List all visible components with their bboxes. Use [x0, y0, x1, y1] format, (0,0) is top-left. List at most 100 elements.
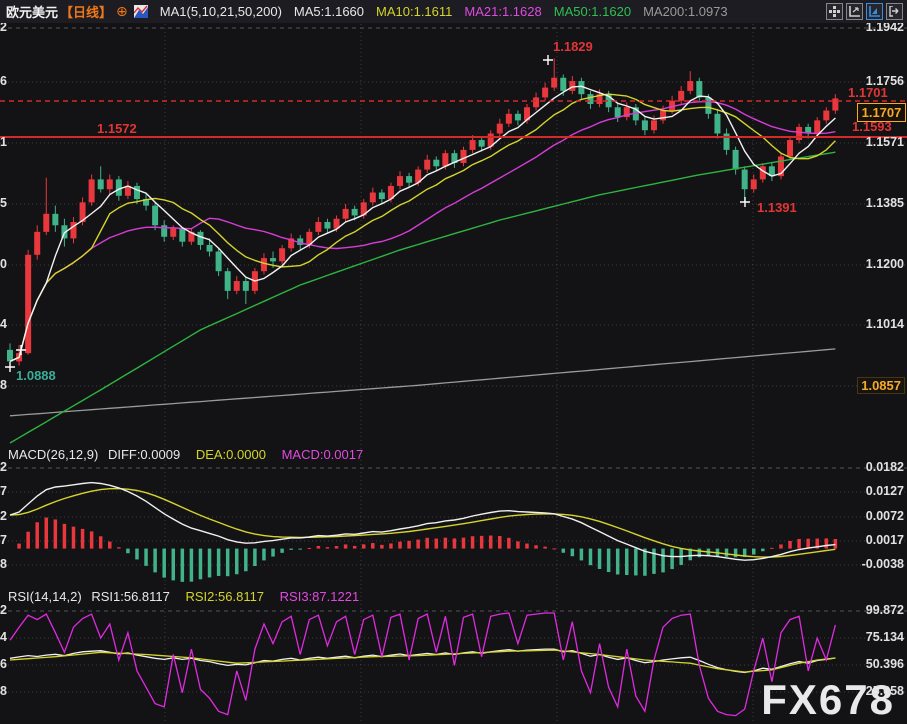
- rsi-axis-label-fragment: 4: [0, 630, 7, 644]
- macd-histogram-bar: [371, 543, 375, 549]
- ma5-line: [9, 85, 836, 363]
- candle-body: [306, 231, 313, 245]
- candle-body: [650, 120, 657, 131]
- macd-histogram-bar: [89, 531, 94, 549]
- macd-histogram-bar: [488, 535, 493, 549]
- candle-body: [578, 81, 585, 95]
- ma50-readout: MA50:1.1620: [553, 4, 632, 19]
- resistance-upper-label: 1.1701: [848, 85, 888, 100]
- axis-scale-active-icon[interactable]: [866, 3, 883, 20]
- candle-body: [34, 231, 41, 255]
- candle-body: [351, 208, 358, 216]
- macd-histogram-bar: [35, 522, 39, 549]
- macd-histogram-bar: [652, 548, 656, 574]
- price-axis-label: 1.1571: [865, 135, 904, 149]
- macd-histogram-bar: [180, 548, 185, 582]
- exit-fullscreen-icon[interactable]: [886, 3, 903, 20]
- candle-body: [233, 281, 240, 291]
- macd-histogram-bar: [44, 517, 49, 549]
- macd-histogram-bar: [144, 548, 148, 566]
- dea-line: [9, 487, 836, 558]
- rsi-readout-row: RSI(14,14,2) RSI1:56.8117 RSI2:56.8117 R…: [8, 589, 371, 604]
- candle-body: [460, 149, 467, 164]
- candle-body: [7, 349, 13, 362]
- candle-body: [143, 199, 150, 206]
- candle-body: [270, 258, 277, 262]
- swing-low-recent-label: 1.1391: [757, 200, 797, 215]
- ma200-readout: MA200:1.0973: [643, 4, 728, 19]
- macd-dea-readout: DEA:0.0000: [195, 447, 266, 462]
- macd-histogram-bar: [697, 548, 702, 558]
- macd-axis-label-fragment: 2: [0, 509, 7, 523]
- candle-body: [97, 179, 104, 190]
- price-axis-label: 1.1756: [865, 74, 904, 88]
- candle-body: [687, 81, 694, 91]
- candle-body: [451, 153, 458, 164]
- macd-histogram-bar: [216, 548, 221, 576]
- candle-body: [560, 77, 567, 91]
- candle-body: [52, 213, 59, 226]
- rsi-title: RSI(14,14,2): [8, 589, 82, 604]
- macd-histogram-bar: [516, 541, 520, 549]
- macd-axis-label-fragment: 2: [0, 460, 7, 474]
- macd-histogram-bar: [634, 548, 638, 576]
- ma-params-label: MA1(5,10,21,50,200): [159, 4, 282, 19]
- macd-histogram-bar: [307, 547, 312, 549]
- rsi1-line: [9, 648, 836, 674]
- candle-body: [596, 94, 603, 104]
- macd-histogram-bar: [389, 543, 393, 549]
- candle-body: [152, 205, 159, 226]
- axis-scale-icon[interactable]: [846, 3, 863, 20]
- pan-icon[interactable]: [826, 3, 843, 20]
- macd-histogram-bar: [271, 548, 275, 557]
- macd-histogram-bar: [361, 544, 366, 549]
- macd-histogram-bar: [588, 548, 593, 566]
- macd-histogram-bar: [71, 526, 76, 549]
- macd-histogram-bar: [824, 538, 829, 549]
- price-axis-label-fragment: 5: [0, 196, 7, 210]
- candle-body: [397, 176, 404, 186]
- candle-body: [161, 225, 168, 237]
- candle-body: [106, 179, 113, 190]
- macd-histogram-bar: [171, 548, 176, 581]
- macd-axis-label-fragment: 7: [0, 533, 7, 547]
- ma21-readout: MA21:1.1628: [464, 4, 542, 19]
- candle-body: [124, 185, 131, 196]
- candle-body: [188, 231, 195, 242]
- ma200-line: [9, 348, 836, 417]
- ma5-readout: MA5:1.1660: [293, 4, 365, 19]
- macd-histogram-bar: [733, 548, 738, 558]
- macd-histogram-bar: [751, 548, 756, 555]
- macd-histogram-bar: [797, 538, 801, 549]
- macd-histogram-bar: [225, 548, 230, 577]
- macd-histogram-bar: [207, 548, 212, 578]
- candle-body: [777, 156, 784, 177]
- macd-histogram-bar: [434, 538, 439, 549]
- macd-readout-row: MACD(26,12,9) DIFF:0.0009 DEA:0.0000 MAC…: [8, 447, 375, 462]
- macd-histogram-bar: [189, 548, 194, 582]
- macd-histogram-bar: [625, 548, 629, 576]
- candle-body: [133, 185, 140, 200]
- chart-topbar: 欧元美元 【日线】 ⊕ MA1(5,10,21,50,200) MA5:1.16…: [0, 0, 907, 23]
- candle-body: [533, 97, 540, 108]
- macd-histogram-bar: [108, 541, 112, 549]
- macd-histogram-bar: [606, 548, 611, 573]
- macd-title: MACD(26,12,9): [8, 447, 99, 462]
- price-axis-label-fragment: 1: [0, 135, 7, 149]
- swing-low-start-label: 1.0888: [16, 368, 56, 383]
- candle-body: [61, 225, 68, 239]
- candle-body: [587, 94, 594, 104]
- price-axis-label-fragment: 0: [0, 257, 7, 271]
- candle-body: [542, 87, 549, 98]
- macd-histogram-bar: [561, 548, 566, 553]
- swing-cross-marker: [5, 362, 15, 372]
- diff-line: [9, 481, 836, 561]
- chart-type-icon[interactable]: [133, 5, 148, 18]
- rsi-axis-label-fragment: 6: [0, 657, 7, 671]
- macd-histogram-bar: [742, 548, 747, 557]
- add-symbol-icon[interactable]: ⊕: [116, 3, 128, 19]
- candle-body: [660, 110, 667, 121]
- macd-axis-label-fragment: 7: [0, 484, 7, 498]
